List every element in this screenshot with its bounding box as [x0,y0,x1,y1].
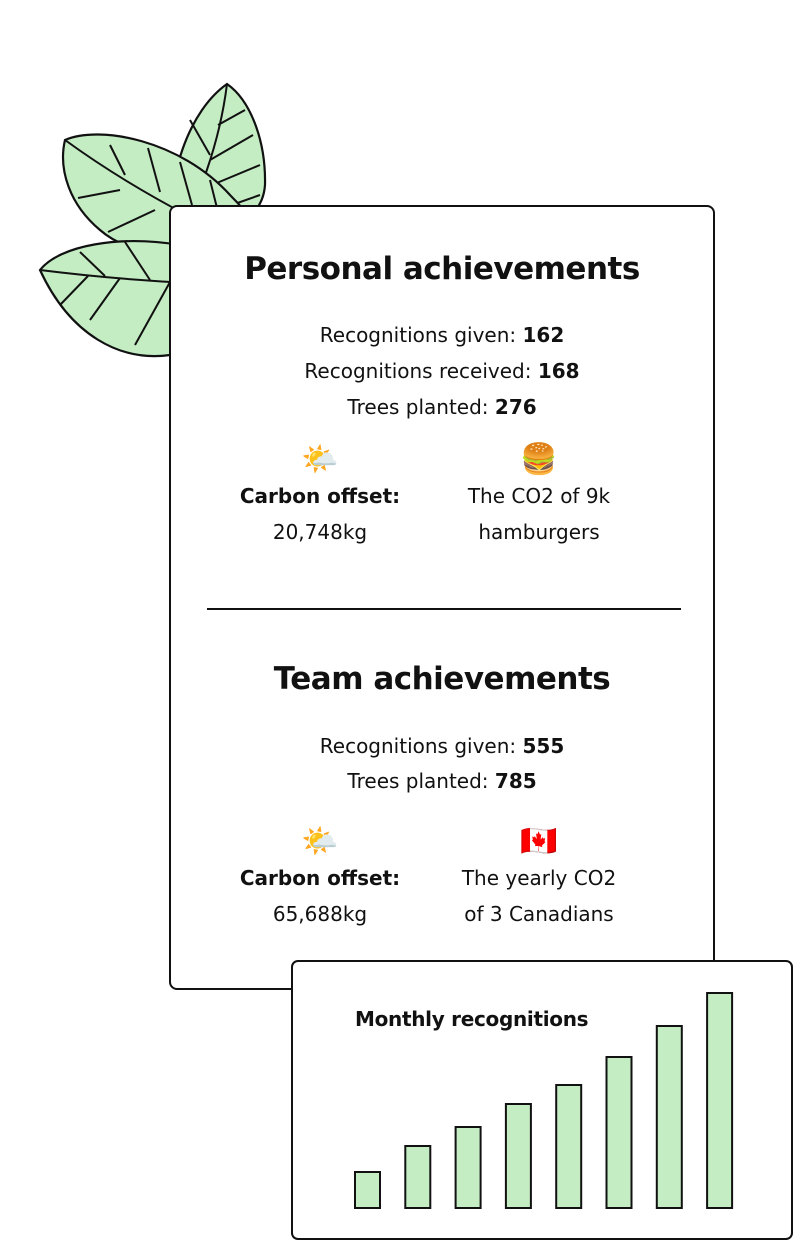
personal-recognitions-received: Recognitions received: 168 [171,359,713,383]
chart-bar-2 [404,1145,432,1209]
stat-value: 276 [494,395,537,419]
equivalent-line-2: hamburgers [478,520,600,544]
chart-bar-3 [454,1126,482,1209]
hamburger-icon: 🍔 [520,442,558,477]
achievements-card: Personal achievements Recognitions given… [169,205,715,990]
stat-value: 168 [537,359,580,383]
carbon-offset-label: Carbon offset: [239,866,401,890]
equivalent-line-2: of 3 Canadians [464,902,614,926]
personal-achievements-title: Personal achievements [244,251,640,287]
monthly-recognitions-card: Monthly recognitions [291,960,793,1240]
canada-flag-icon: 🇨🇦 [520,824,558,859]
chart-bar-6 [605,1056,633,1209]
stat-value: 555 [522,734,565,758]
stat-label: Recognitions given: [319,323,523,347]
equivalent-line-1: The yearly CO2 [461,866,617,890]
monthly-recognitions-chart [354,992,734,1209]
carbon-offset-value: 65,688kg [272,902,368,926]
team-achievements-title: Team achievements [273,661,611,697]
stat-label: Trees planted: [347,395,495,419]
carbon-offset-label: Carbon offset: [239,484,401,508]
sun-behind-cloud-icon: 🌤️ [301,442,339,477]
team-recognitions-given: Recognitions given: 555 [171,734,713,758]
team-trees-planted: Trees planted: 785 [171,769,713,793]
section-divider [207,608,681,610]
stat-label: Recognitions given: [319,734,523,758]
personal-recognitions-given: Recognitions given: 162 [171,323,713,347]
sun-behind-cloud-icon: 🌤️ [301,824,339,859]
chart-bar-8 [706,992,734,1209]
personal-co2-equivalent: 🍔 The CO2 of 9k hamburgers [434,440,644,550]
carbon-offset-value: 20,748kg [272,520,368,544]
chart-bar-7 [655,1025,683,1209]
stat-label: Recognitions received: [304,359,538,383]
stat-label: Trees planted: [347,769,495,793]
stat-value: 162 [522,323,565,347]
chart-bar-5 [555,1084,583,1209]
personal-carbon-offset: 🌤️ Carbon offset: 20,748kg [215,440,425,550]
chart-title: Monthly recognitions [355,1007,589,1031]
team-co2-equivalent: 🇨🇦 The yearly CO2 of 3 Canadians [434,822,644,932]
chart-bar-4 [504,1103,532,1209]
equivalent-line-1: The CO2 of 9k [467,484,611,508]
team-carbon-offset: 🌤️ Carbon offset: 65,688kg [215,822,425,932]
stat-value: 785 [494,769,537,793]
chart-bar-1 [354,1171,381,1209]
personal-trees-planted: Trees planted: 276 [171,395,713,419]
